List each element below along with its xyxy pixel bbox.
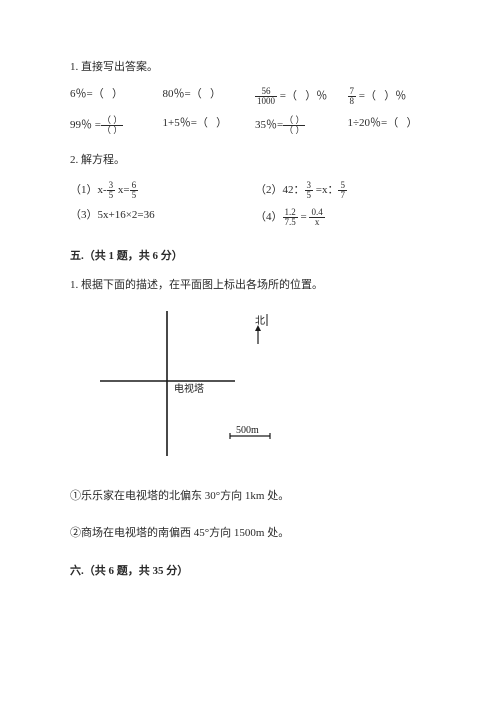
- section5-desc: 1. 根据下面的描述，在平面图上标出各场所的位置。: [70, 278, 440, 293]
- q2-row1: （1）x-35 x=65 （2）42：35 =x：57: [70, 181, 440, 200]
- text: =: [298, 211, 310, 223]
- text: （1）x-: [70, 184, 107, 196]
- text: ）: [112, 88, 123, 100]
- fraction: 0.4x: [309, 208, 324, 227]
- denominator: 7.5: [283, 218, 298, 227]
- text: ）: [407, 117, 418, 129]
- q2-eq1: （1）x-35 x=65: [70, 181, 255, 200]
- fraction-blank: （ ）（ ）: [101, 116, 123, 135]
- section5-sub1: ①乐乐家在电视塔的北偏东 30°方向 1km 处。: [70, 489, 440, 504]
- fraction: 57: [338, 181, 347, 200]
- q1-r2-c2: 1+5％=（ ）: [163, 116, 256, 135]
- denominator: 5: [130, 191, 139, 200]
- q1-r1-c4: 78 =（ ）％: [348, 87, 441, 106]
- text: x=: [115, 184, 129, 196]
- denominator: 5: [107, 191, 116, 200]
- text: ）: [216, 117, 227, 129]
- fraction: 35: [305, 181, 314, 200]
- q1-r1-c2: 80％=（ ）: [163, 87, 256, 106]
- denominator: 1000: [255, 97, 277, 106]
- section5-title: 五.（共 1 题，共 6 分）: [70, 249, 440, 264]
- text: （2）42：: [255, 184, 305, 196]
- denominator: 5: [305, 191, 314, 200]
- denominator: 8: [348, 97, 357, 106]
- q1-r1-c3: 561000 =（ ）％: [255, 87, 348, 106]
- q2-title: 2. 解方程。: [70, 153, 440, 168]
- fraction-blank: （ ）（ ）: [283, 116, 305, 135]
- denominator-blank: （ ）: [101, 126, 123, 135]
- text: 80％=（: [163, 88, 202, 100]
- coordinate-diagram: 北电视塔 500m: [90, 306, 440, 471]
- fraction: 65: [130, 181, 139, 200]
- text: 1+5％=（: [163, 117, 208, 129]
- denominator: 7: [338, 191, 347, 200]
- section6-title: 六.（共 6 题，共 35 分）: [70, 564, 440, 579]
- svg-text:北: 北: [255, 315, 265, 327]
- denominator-blank: （ ）: [283, 126, 305, 135]
- text: =（: [356, 90, 376, 102]
- q1-r2-c3: 35％=（ ）（ ）: [255, 116, 348, 135]
- q2-eq3: （3）5x+16×2=36: [70, 208, 255, 227]
- text: ）: [210, 88, 221, 100]
- fraction: 1.27.5: [283, 208, 298, 227]
- section5-sub2: ②商场在电视塔的南偏西 45°方向 1500m 处。: [70, 526, 440, 541]
- fraction: 35: [107, 181, 116, 200]
- text: ）％: [305, 90, 327, 102]
- text: 6％=（: [70, 88, 104, 100]
- text: =x：: [313, 184, 338, 196]
- q1-row2: 99％ =（ ）（ ） 1+5％=（ ） 35％=（ ）（ ） 1÷20％=（ …: [70, 116, 440, 135]
- q1-r1-c1: 6％=（ ）: [70, 87, 163, 106]
- text: （4）: [255, 211, 283, 223]
- text: =（: [277, 90, 297, 102]
- q2-eq2: （2）42：35 =x：57: [255, 181, 440, 200]
- diagram-svg: 北电视塔 500m: [90, 306, 290, 466]
- denominator: x: [309, 218, 324, 227]
- q1-row1: 6％=（ ） 80％=（ ） 561000 =（ ）％ 78 =（ ）％: [70, 87, 440, 106]
- fraction: 561000: [255, 87, 277, 106]
- text: 99％ =: [70, 119, 101, 131]
- q1-title: 1. 直接写出答案。: [70, 60, 440, 75]
- q1-r2-c4: 1÷20％=（ ）: [348, 116, 441, 135]
- svg-text:500m: 500m: [236, 425, 259, 436]
- fraction: 78: [348, 87, 357, 106]
- q2-eq4: （4）1.27.5 = 0.4x: [255, 208, 440, 227]
- text: ）％: [384, 90, 406, 102]
- text: 35％=: [255, 119, 283, 131]
- q1-r2-c1: 99％ =（ ）（ ）: [70, 116, 163, 135]
- q2-row2: （3）5x+16×2=36 （4）1.27.5 = 0.4x: [70, 208, 440, 227]
- svg-text:电视塔: 电视塔: [174, 382, 204, 395]
- text: 1÷20％=（: [348, 117, 399, 129]
